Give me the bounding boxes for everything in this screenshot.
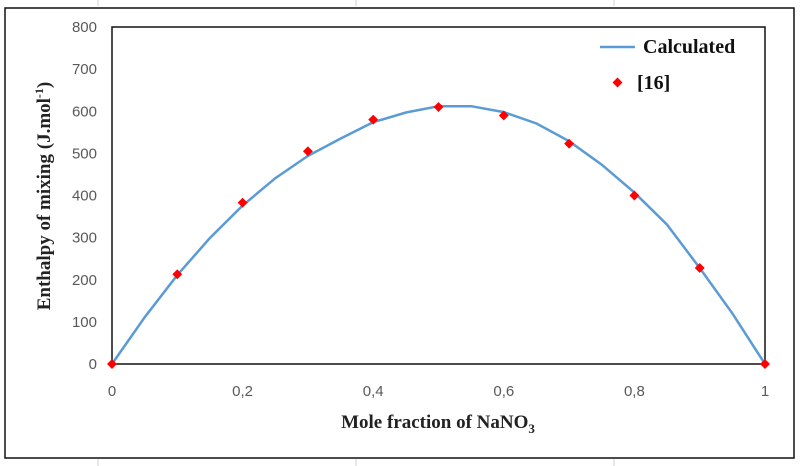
x-tick-label: 1 (761, 383, 769, 400)
y-tick-label: 600 (72, 103, 97, 120)
y-tick-label: 200 (72, 272, 97, 289)
x-axis-label: Mole fraction of NaNO3 (341, 412, 535, 436)
legend-diamond-swatch (612, 77, 623, 88)
y-tick-label: 100 (72, 314, 97, 331)
chart-border (4, 7, 795, 459)
y-tick-label: 400 (72, 188, 97, 205)
y-tick-label: 0 (89, 356, 97, 373)
data-point (172, 269, 183, 280)
plot-area (111, 26, 766, 365)
legend-calculated: Calculated (643, 36, 735, 58)
y-tick-label: 800 (72, 19, 97, 36)
x-tick-label: 0,6 (493, 383, 514, 400)
y-tick-label: 300 (72, 230, 97, 247)
x-tick-label: 0,4 (363, 383, 384, 400)
legend: Calculated [16] (600, 36, 735, 94)
data-point (629, 190, 640, 201)
y-tick-label: 700 (72, 61, 97, 78)
x-tick-label: 0,8 (624, 383, 645, 400)
data-point (564, 138, 575, 149)
sheet-gridlines (97, 0, 615, 466)
x-tick-label: 0 (108, 383, 116, 400)
x-tick-label: 0,2 (232, 383, 253, 400)
legend-ref16: [16] (637, 72, 670, 94)
data-point (302, 146, 313, 157)
data-point (760, 359, 770, 369)
data-point (694, 263, 705, 273)
y-axis-label: Enthalpy of mixing (J.mol-1) (32, 82, 55, 311)
data-point (237, 197, 248, 208)
y-tick-label: 500 (72, 145, 97, 162)
